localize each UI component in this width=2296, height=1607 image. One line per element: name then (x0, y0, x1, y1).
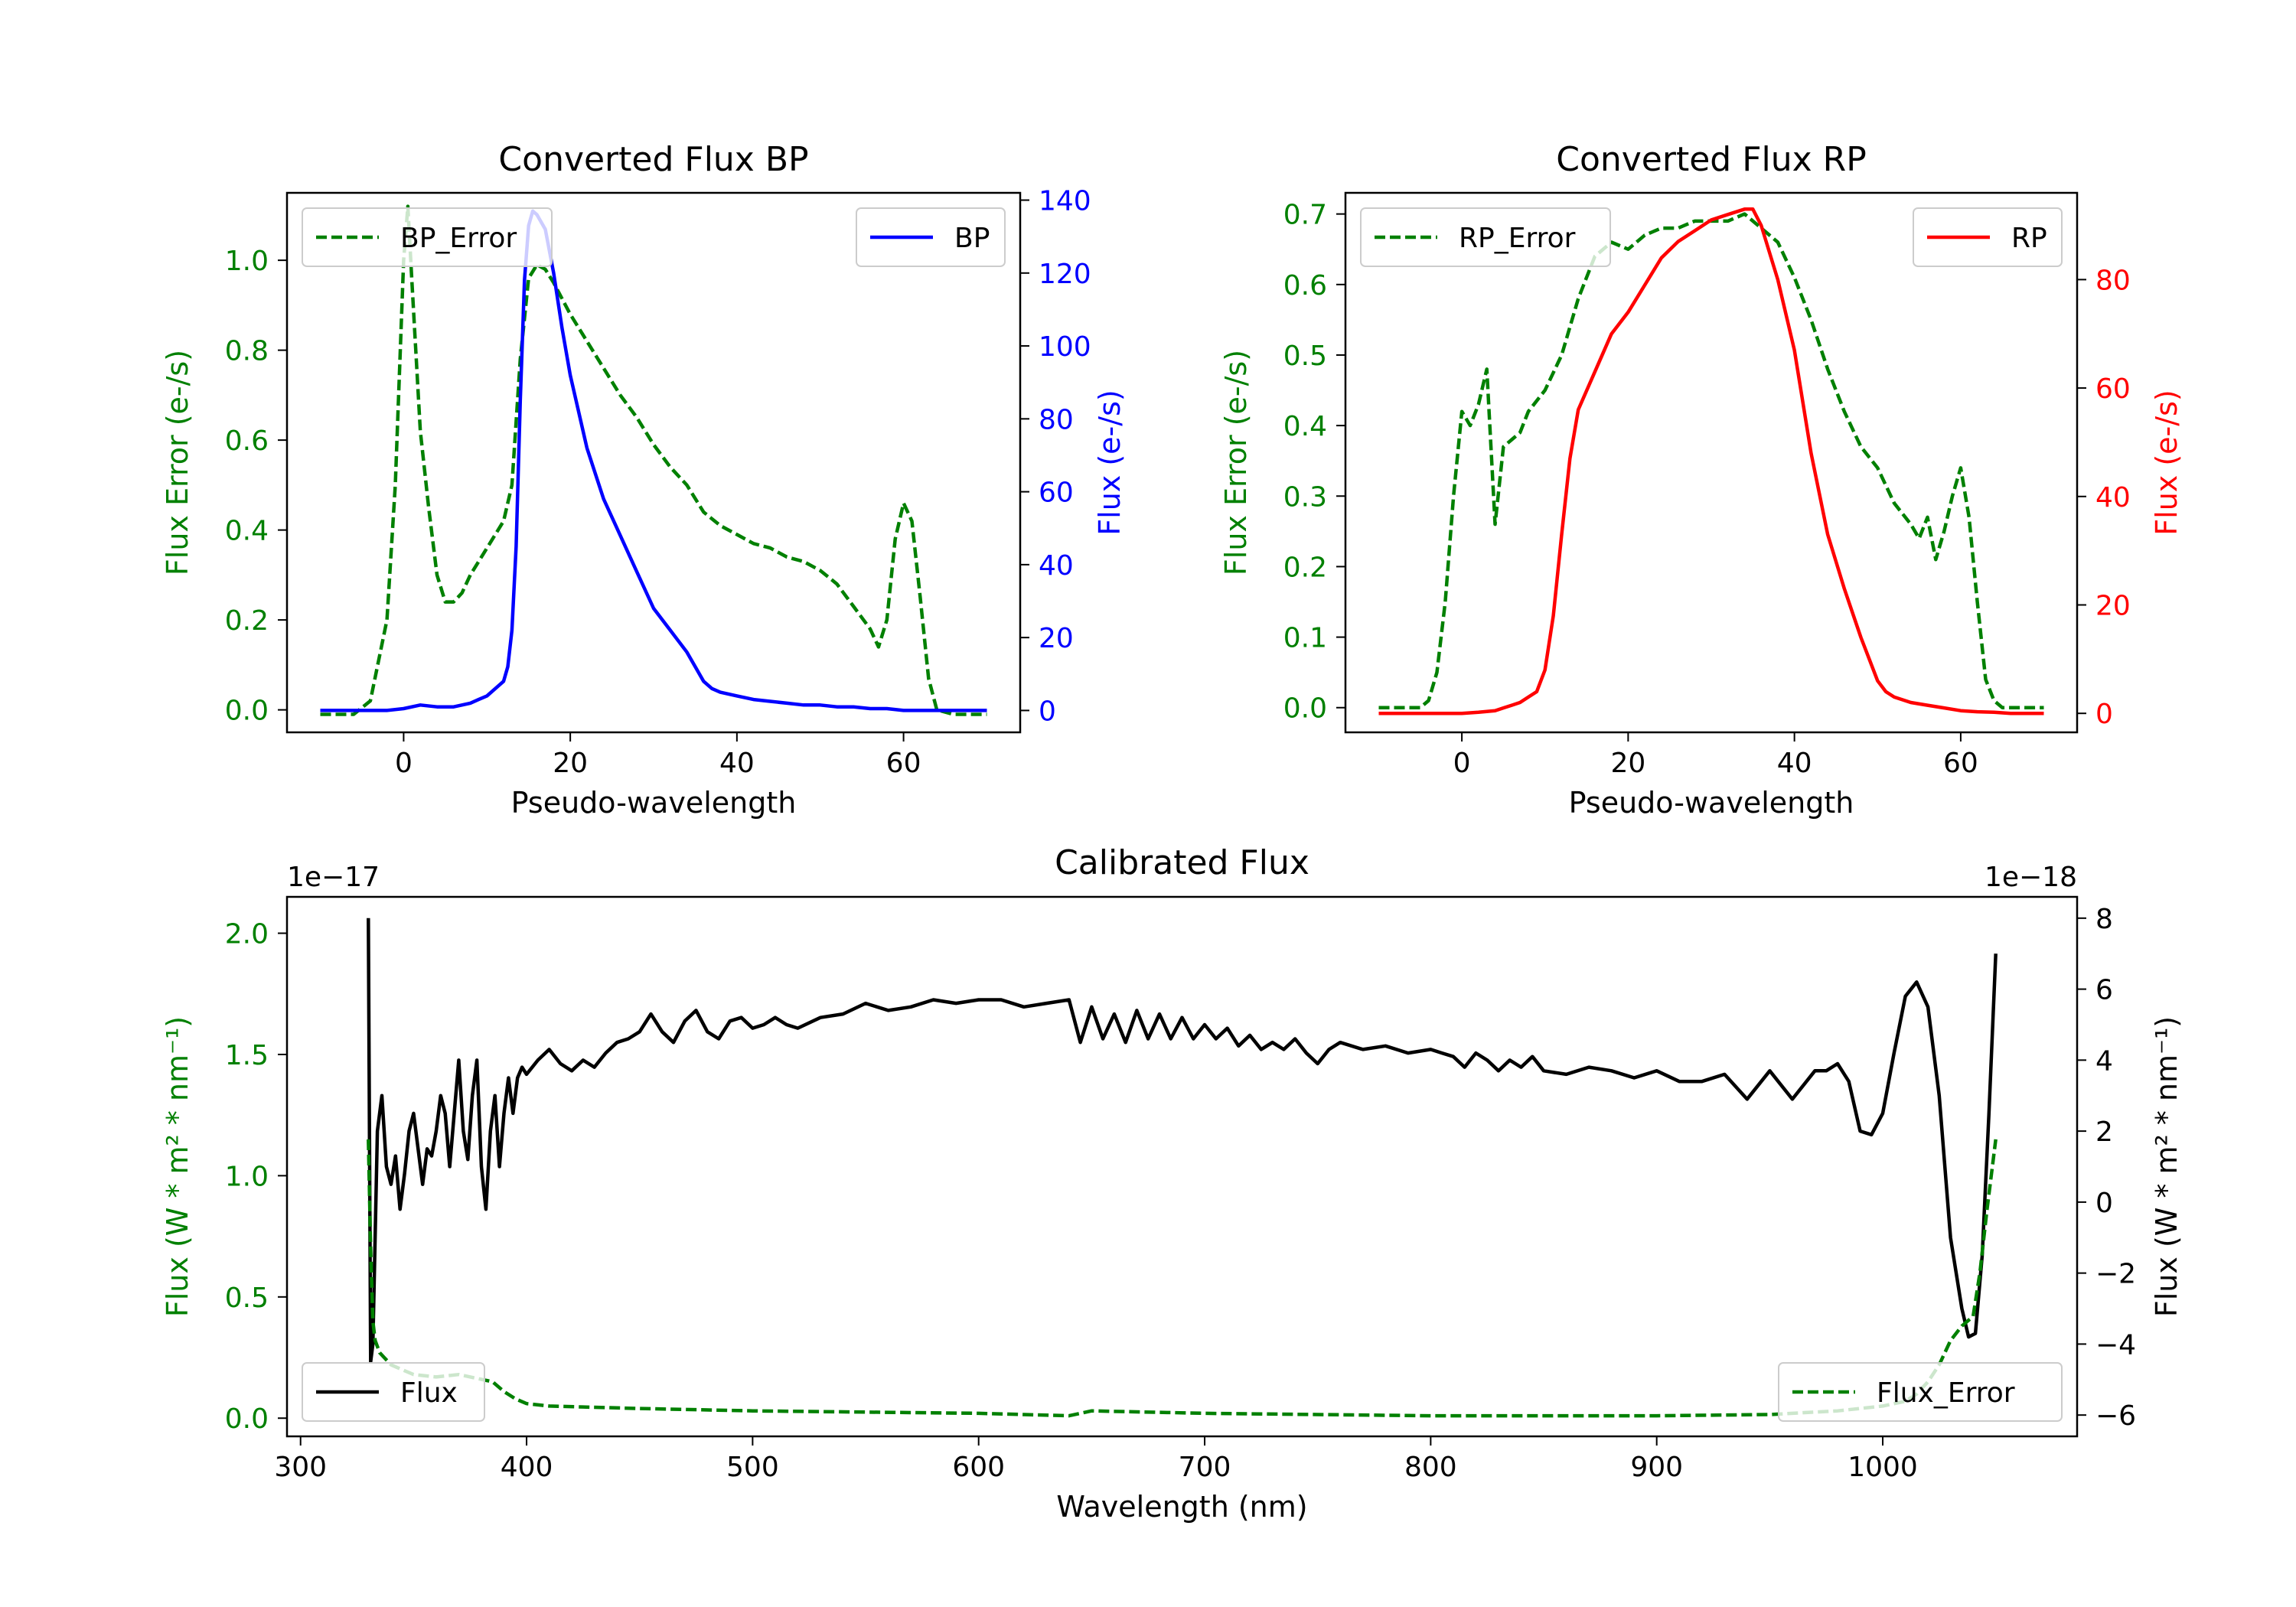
chart-panel-bp: Converted Flux BP 0 20 40 60 Pseudo-wavelengt… (161, 140, 1127, 820)
legend-rp-error: RP_Error (1360, 207, 1611, 267)
legend-bp: BP (856, 207, 1006, 267)
axes-frame (285, 191, 1022, 734)
left-y-tick-label: 0.3 (1283, 481, 1327, 513)
right-y-tick-label: 40 (1039, 550, 1074, 582)
right-y-axis-label: Flux (W * m² * nm⁻¹) (2150, 1016, 2183, 1317)
left-y-tick-label: 0.0 (225, 1403, 269, 1435)
x-tick-label: 40 (1777, 748, 1812, 779)
left-y-tick-label: 0.5 (1283, 341, 1327, 372)
x-tick-label: 0 (1453, 748, 1471, 779)
legend-flux: Flux (302, 1362, 485, 1422)
left-y-tick-label: 2.0 (225, 919, 269, 950)
right-y-axis-label: Flux (e-/s) (2150, 390, 2183, 535)
left-y-tick-label: 1.0 (225, 246, 269, 277)
right-y-tick-label: 140 (1039, 186, 1091, 217)
left-y-tick-label: 0.2 (225, 605, 269, 637)
right-y-tick-label: 6 (2095, 975, 2113, 1006)
x-tick-label: 500 (726, 1452, 779, 1483)
left-y-tick-label: 0.0 (1283, 693, 1327, 725)
x-tick-label: 0 (395, 748, 413, 779)
axes-frame (285, 895, 2079, 1438)
right-y-tick-label: 2 (2095, 1116, 2113, 1148)
x-tick-label: 60 (1943, 748, 1978, 779)
x-tick-label: 400 (501, 1452, 553, 1483)
x-tick-label: 600 (952, 1452, 1005, 1483)
right-y-tick-label: 0 (2095, 1188, 2113, 1219)
left-y-axis-label: Flux Error (e-/s) (1219, 350, 1253, 575)
left-y-tick-label: 0.6 (225, 425, 269, 457)
left-y-tick-label: 0.0 (225, 696, 269, 727)
x-tick-label: 300 (274, 1452, 327, 1483)
legend-flux-error: Flux_Error (1778, 1362, 2063, 1422)
right-y-tick-label: 20 (1039, 623, 1074, 654)
axes-frame (1344, 191, 2079, 734)
right-y-axis-label: Flux (e-/s) (1093, 390, 1127, 535)
legend-rp: RP (1913, 207, 2063, 267)
right-y-tick-label: 80 (2095, 265, 2131, 296)
x-tick-label: 60 (886, 748, 921, 779)
right-y-tick-label: −6 (2095, 1400, 2136, 1432)
x-tick-label: 900 (1630, 1452, 1683, 1483)
x-axis-label: Pseudo-wavelength (511, 786, 797, 820)
x-axis-label: Wavelength (nm) (1056, 1490, 1307, 1524)
x-tick-label: 40 (719, 748, 755, 779)
chart-title: Converted Flux RP (1556, 140, 1867, 179)
legend-label: Flux (400, 1377, 458, 1409)
x-tick-label: 20 (553, 748, 588, 779)
left-y-tick-label: 0.7 (1283, 200, 1327, 231)
right-y-tick-label: 4 (2095, 1045, 2113, 1077)
legend-box (302, 207, 553, 267)
legend-label: BP (954, 223, 990, 254)
right-y-tick-label: 120 (1039, 259, 1091, 290)
right-y-tick-label: 60 (1039, 478, 1074, 509)
left-y-tick-label: 0.1 (1283, 623, 1327, 654)
legend-label: BP_Error (400, 223, 517, 254)
left-y-tick-label: 0.6 (1283, 270, 1327, 302)
x-tick-label: 1000 (1848, 1452, 1918, 1483)
legend-label: RP_Error (1459, 223, 1576, 254)
left-y-tick-label: 0.8 (225, 336, 269, 367)
legend-label: RP (2011, 223, 2047, 254)
right-offset-label: 1e−18 (1985, 862, 2077, 893)
series-line-rp-error (1378, 212, 2044, 709)
legend-bp-error: BP_Error (302, 207, 553, 267)
left-y-axis-label: Flux Error (e-/s) (161, 350, 194, 575)
legend-box (1778, 1362, 2063, 1422)
x-tick-label: 800 (1404, 1452, 1457, 1483)
chart-panel-cal: Calibrated Flux 300 400 500 600 700 800 900 1000… (161, 843, 2183, 1524)
left-y-tick-label: 0.5 (225, 1283, 269, 1314)
chart-title: Calibrated Flux (1055, 843, 1309, 882)
series-line-flux (367, 918, 1998, 1364)
right-y-tick-label: 40 (2095, 482, 2131, 513)
chart-title: Converted Flux BP (498, 140, 808, 179)
right-y-tick-label: 20 (2095, 590, 2131, 621)
chart-panel-rp: Converted Flux RP 0 20 40 60 Pseudo-wavelengt… (1219, 140, 2183, 820)
right-y-tick-label: 60 (2095, 373, 2131, 405)
x-axis-label: Pseudo-wavelength (1569, 786, 1854, 820)
legend-box (1360, 207, 1611, 267)
left-y-axis-label: Flux (W * m² * nm⁻¹) (161, 1016, 194, 1317)
right-y-tick-label: 8 (2095, 904, 2113, 935)
series-line-flux-error (367, 1139, 1998, 1418)
legend-box (302, 1362, 485, 1422)
x-tick-label: 20 (1610, 748, 1645, 779)
left-offset-label: 1e−17 (287, 862, 380, 893)
left-y-tick-label: 0.2 (1283, 552, 1327, 583)
left-y-tick-label: 1.5 (225, 1040, 269, 1071)
series-line-rp (1378, 207, 2044, 715)
left-y-tick-label: 0.4 (225, 516, 269, 547)
right-y-tick-label: −2 (2095, 1259, 2136, 1290)
left-y-tick-label: 1.0 (225, 1161, 269, 1192)
series-line-bp (320, 209, 987, 712)
legend-label: Flux_Error (1877, 1377, 2015, 1409)
right-y-tick-label: 0 (2095, 699, 2113, 730)
right-y-tick-label: 80 (1039, 404, 1074, 435)
right-y-tick-label: 0 (1039, 696, 1056, 727)
x-tick-label: 700 (1179, 1452, 1231, 1483)
left-y-tick-label: 0.4 (1283, 411, 1327, 442)
right-y-tick-label: 100 (1039, 331, 1091, 363)
right-y-tick-label: −4 (2095, 1329, 2136, 1361)
